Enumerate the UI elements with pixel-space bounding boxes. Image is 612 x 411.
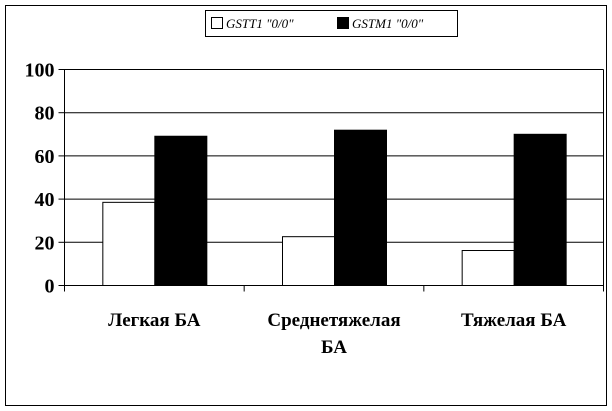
y-tick-label: 0 — [45, 276, 55, 298]
bar — [102, 201, 156, 286]
y-tick-label: 80 — [35, 103, 55, 125]
legend-label: GSTT1 "0/0" — [226, 16, 294, 31]
bar — [334, 129, 387, 286]
y-tick-label: 40 — [35, 189, 55, 211]
x-category-label: БА — [321, 337, 347, 358]
x-category-label: Легкая БА — [108, 310, 201, 331]
legend-box — [205, 10, 458, 37]
bar — [461, 250, 515, 286]
y-tick-label: 60 — [35, 146, 55, 168]
y-tick-label: 100 — [25, 60, 55, 82]
x-category-label: Тяжелая БА — [461, 310, 567, 331]
legend-swatch — [337, 17, 349, 29]
legend-swatch — [211, 17, 223, 29]
x-category-label: Среднетяжелая — [267, 310, 400, 331]
y-tick-label: 20 — [35, 232, 55, 254]
bar — [154, 135, 208, 286]
bar — [513, 133, 567, 286]
bar — [282, 236, 335, 287]
legend-label: GSTM1 "0/0" — [352, 16, 424, 31]
legend: GSTT1 "0/0" GSTM1 "0/0" — [205, 10, 458, 37]
